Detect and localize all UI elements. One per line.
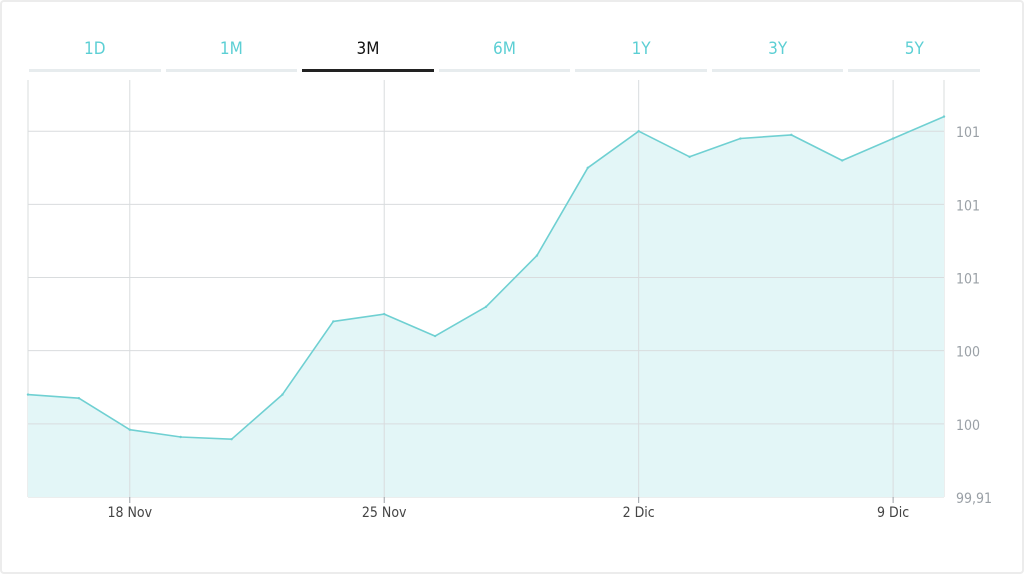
x-tick-label: 9 Dic: [877, 505, 909, 521]
data-point: [179, 435, 182, 439]
tab-1d[interactable]: 1D: [29, 30, 161, 72]
data-point: [688, 155, 691, 159]
data-point: [790, 133, 793, 137]
tab-label: 1M: [219, 39, 243, 59]
tab-1m[interactable]: 1M: [165, 30, 298, 72]
tab-1y[interactable]: 1Y: [575, 30, 707, 72]
tab-label: 1D: [84, 39, 106, 59]
data-point: [637, 130, 640, 133]
data-point: [433, 334, 437, 338]
y-tick-label: 101: [956, 198, 980, 214]
data-point: [739, 137, 742, 140]
data-point: [230, 438, 233, 441]
data-point: [586, 166, 589, 169]
y-tick-label: 99,91: [956, 491, 992, 507]
data-point: [535, 254, 539, 257]
y-tick-label: 101: [956, 272, 980, 288]
data-point: [383, 312, 386, 316]
tab-6m[interactable]: 6M: [438, 30, 571, 72]
tab-label: 5Y: [904, 39, 924, 59]
data-point: [484, 305, 488, 308]
y-tick-label: 101: [956, 125, 980, 141]
tab-label: 3Y: [768, 39, 788, 59]
x-tick-label: 2 Dic: [623, 505, 655, 521]
tab-3m[interactable]: 3M: [302, 30, 434, 72]
tab-3y[interactable]: 3Y: [711, 30, 844, 72]
data-point: [26, 393, 30, 396]
tab-label: 6M: [493, 39, 516, 59]
data-point: [77, 397, 81, 400]
x-tick-label: 25 Nov: [362, 505, 407, 521]
y-tick-label: 100: [956, 418, 980, 434]
data-point: [128, 428, 131, 431]
data-point: [332, 320, 335, 323]
data-point: [841, 159, 844, 162]
data-point: [281, 393, 284, 396]
range-tabs: 1D 1M 3M 6M 1Y 3Y 5Y: [29, 30, 981, 74]
x-tick-label: 18 Nov: [107, 505, 152, 521]
y-tick-label: 100: [956, 345, 980, 361]
data-point: [891, 137, 895, 140]
tab-label: 1Y: [631, 39, 651, 59]
tab-label: 3M: [356, 39, 380, 59]
tab-5y[interactable]: 5Y: [848, 30, 981, 72]
data-point: [942, 115, 946, 118]
